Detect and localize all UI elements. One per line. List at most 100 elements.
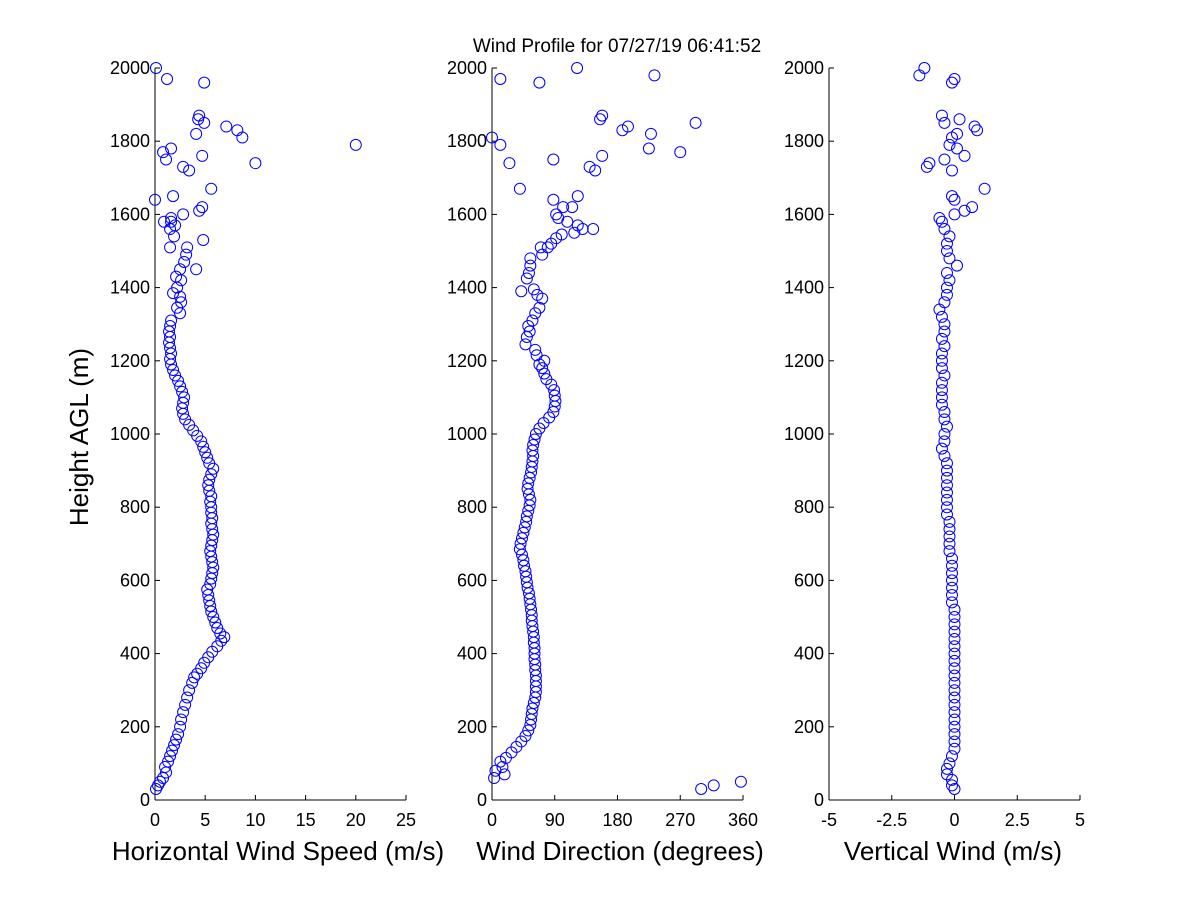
data-point [948,662,961,675]
data-point [940,457,953,470]
data-point [169,369,182,382]
data-point [968,120,981,133]
data-point [945,552,958,565]
data-point [940,493,953,506]
data-point [207,611,220,623]
data-point [190,127,203,140]
data-point [940,508,953,521]
data-point [695,783,708,796]
y-tick-label: 1200 [447,351,487,371]
y-tick-label: 1200 [784,351,824,371]
data-point [935,310,948,323]
data-point [945,596,958,609]
data-point [534,241,547,254]
data-point [164,750,177,763]
data-point [220,120,233,133]
data-point [489,764,502,777]
data-point [181,691,194,704]
x-tick-label: 15 [296,810,316,830]
figure-title: Wind Profile for 07/27/19 06:41:52 [473,36,761,57]
data-point [948,676,961,689]
data-point [978,182,991,195]
x-tick-label: -5 [821,810,837,830]
data-point [527,438,540,451]
data-point [948,698,961,711]
data-point [571,219,584,232]
data-point [177,706,190,719]
vertical-wind-xlabel: Vertical Wind (m/s) [844,836,1062,866]
data-point [943,757,956,770]
y-tick-label: 1400 [447,278,487,298]
data-point [515,285,528,298]
data-point [940,288,953,301]
data-point [149,193,161,206]
y-tick-label: 1600 [784,204,824,224]
x-tick-label: 10 [245,810,265,830]
data-point [938,325,951,338]
data-point [935,347,948,360]
y-tick-label: 1000 [110,424,150,444]
y-tick-label: 2000 [447,58,487,78]
y-tick-label: 400 [794,644,824,664]
data-point [948,640,961,653]
data-point [170,270,183,283]
data-point [214,627,227,640]
y-tick-label: 600 [457,570,487,590]
data-point [948,611,961,623]
data-point [940,486,953,499]
data-point [533,76,546,89]
data-point [958,149,971,162]
data-point [935,354,948,367]
y-tick-label: 2000 [110,58,150,78]
data-point [529,343,542,356]
data-point [971,124,984,137]
data-point [177,208,190,221]
horizontal-wind-speed-axes: 0 200 400 600 800 1000 1200 1400 1600 1800 2000 0 5 1… [110,58,416,830]
y-tick-label: 0 [140,790,150,810]
data-point [167,363,180,376]
vertical-wind-axes: 0 200 400 600 800 1000 1200 1400 1600 1800 2000 -5 -… [784,58,1085,830]
data-point [935,109,948,122]
data-point [948,647,961,660]
data-point [940,266,953,279]
y-tick-label: 1400 [110,278,150,298]
data-point [938,406,951,419]
data-point [940,768,953,781]
data-point [181,241,194,254]
data-point [198,76,211,89]
wind-direction-axes: 0 200 400 600 800 1000 1200 1400 1600 1800 2000 0 90… [447,58,758,830]
data-point [913,69,926,82]
data-point [164,241,177,254]
data-point [174,290,187,303]
data-point [674,146,687,159]
data-point [943,537,956,550]
data-point [524,259,537,272]
data-point [966,201,979,214]
data-point [935,332,948,345]
data-point [197,234,210,247]
data-point [179,698,192,711]
data-point [161,72,174,85]
y-axis-label: Height AGL (m) [64,348,94,526]
data-point [174,380,187,393]
data-point [170,733,183,746]
data-point [943,545,956,558]
x-tick-label: 90 [545,810,565,830]
data-point [538,367,551,380]
data-point [249,157,262,170]
data-point [648,69,661,82]
data-point [165,142,178,155]
data-point [945,76,958,89]
data-point [938,369,951,382]
data-point [522,266,535,279]
data-point [557,201,570,214]
data-point [943,274,956,287]
y-tick-label: 1800 [110,131,150,151]
data-point [547,153,560,166]
data-point [550,208,563,221]
data-point [524,252,537,265]
y-tick-label: 2000 [784,58,824,78]
data-point [174,720,187,733]
data-point [526,702,539,715]
data-point [503,157,516,170]
